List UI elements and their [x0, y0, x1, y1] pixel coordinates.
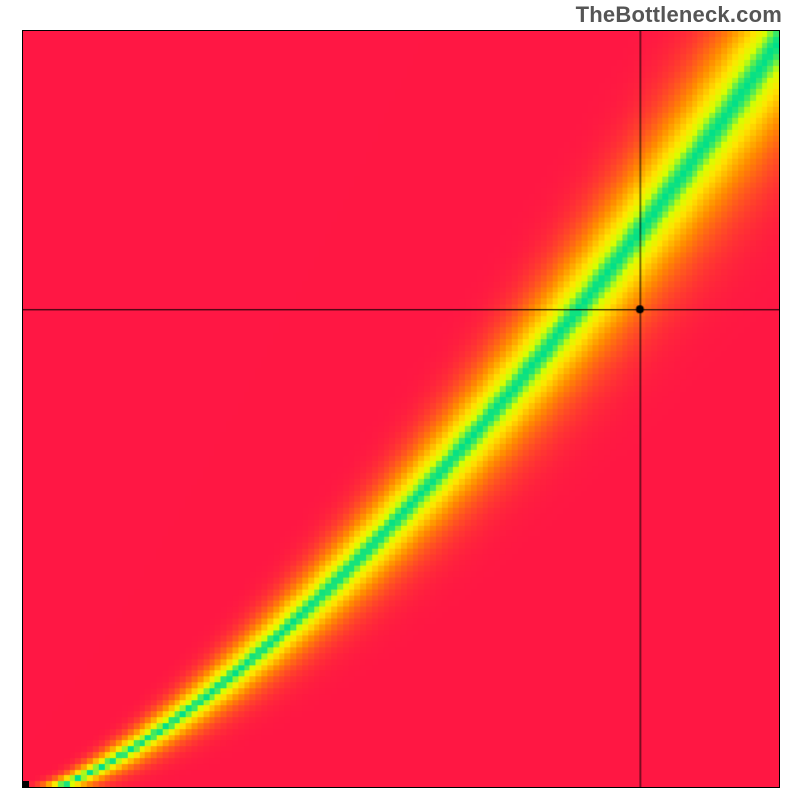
origin-square — [22, 781, 29, 788]
heatmap-canvas — [23, 31, 779, 787]
heatmap-plot — [22, 30, 780, 788]
watermark-text: TheBottleneck.com — [576, 2, 782, 28]
chart-container: TheBottleneck.com — [0, 0, 800, 800]
